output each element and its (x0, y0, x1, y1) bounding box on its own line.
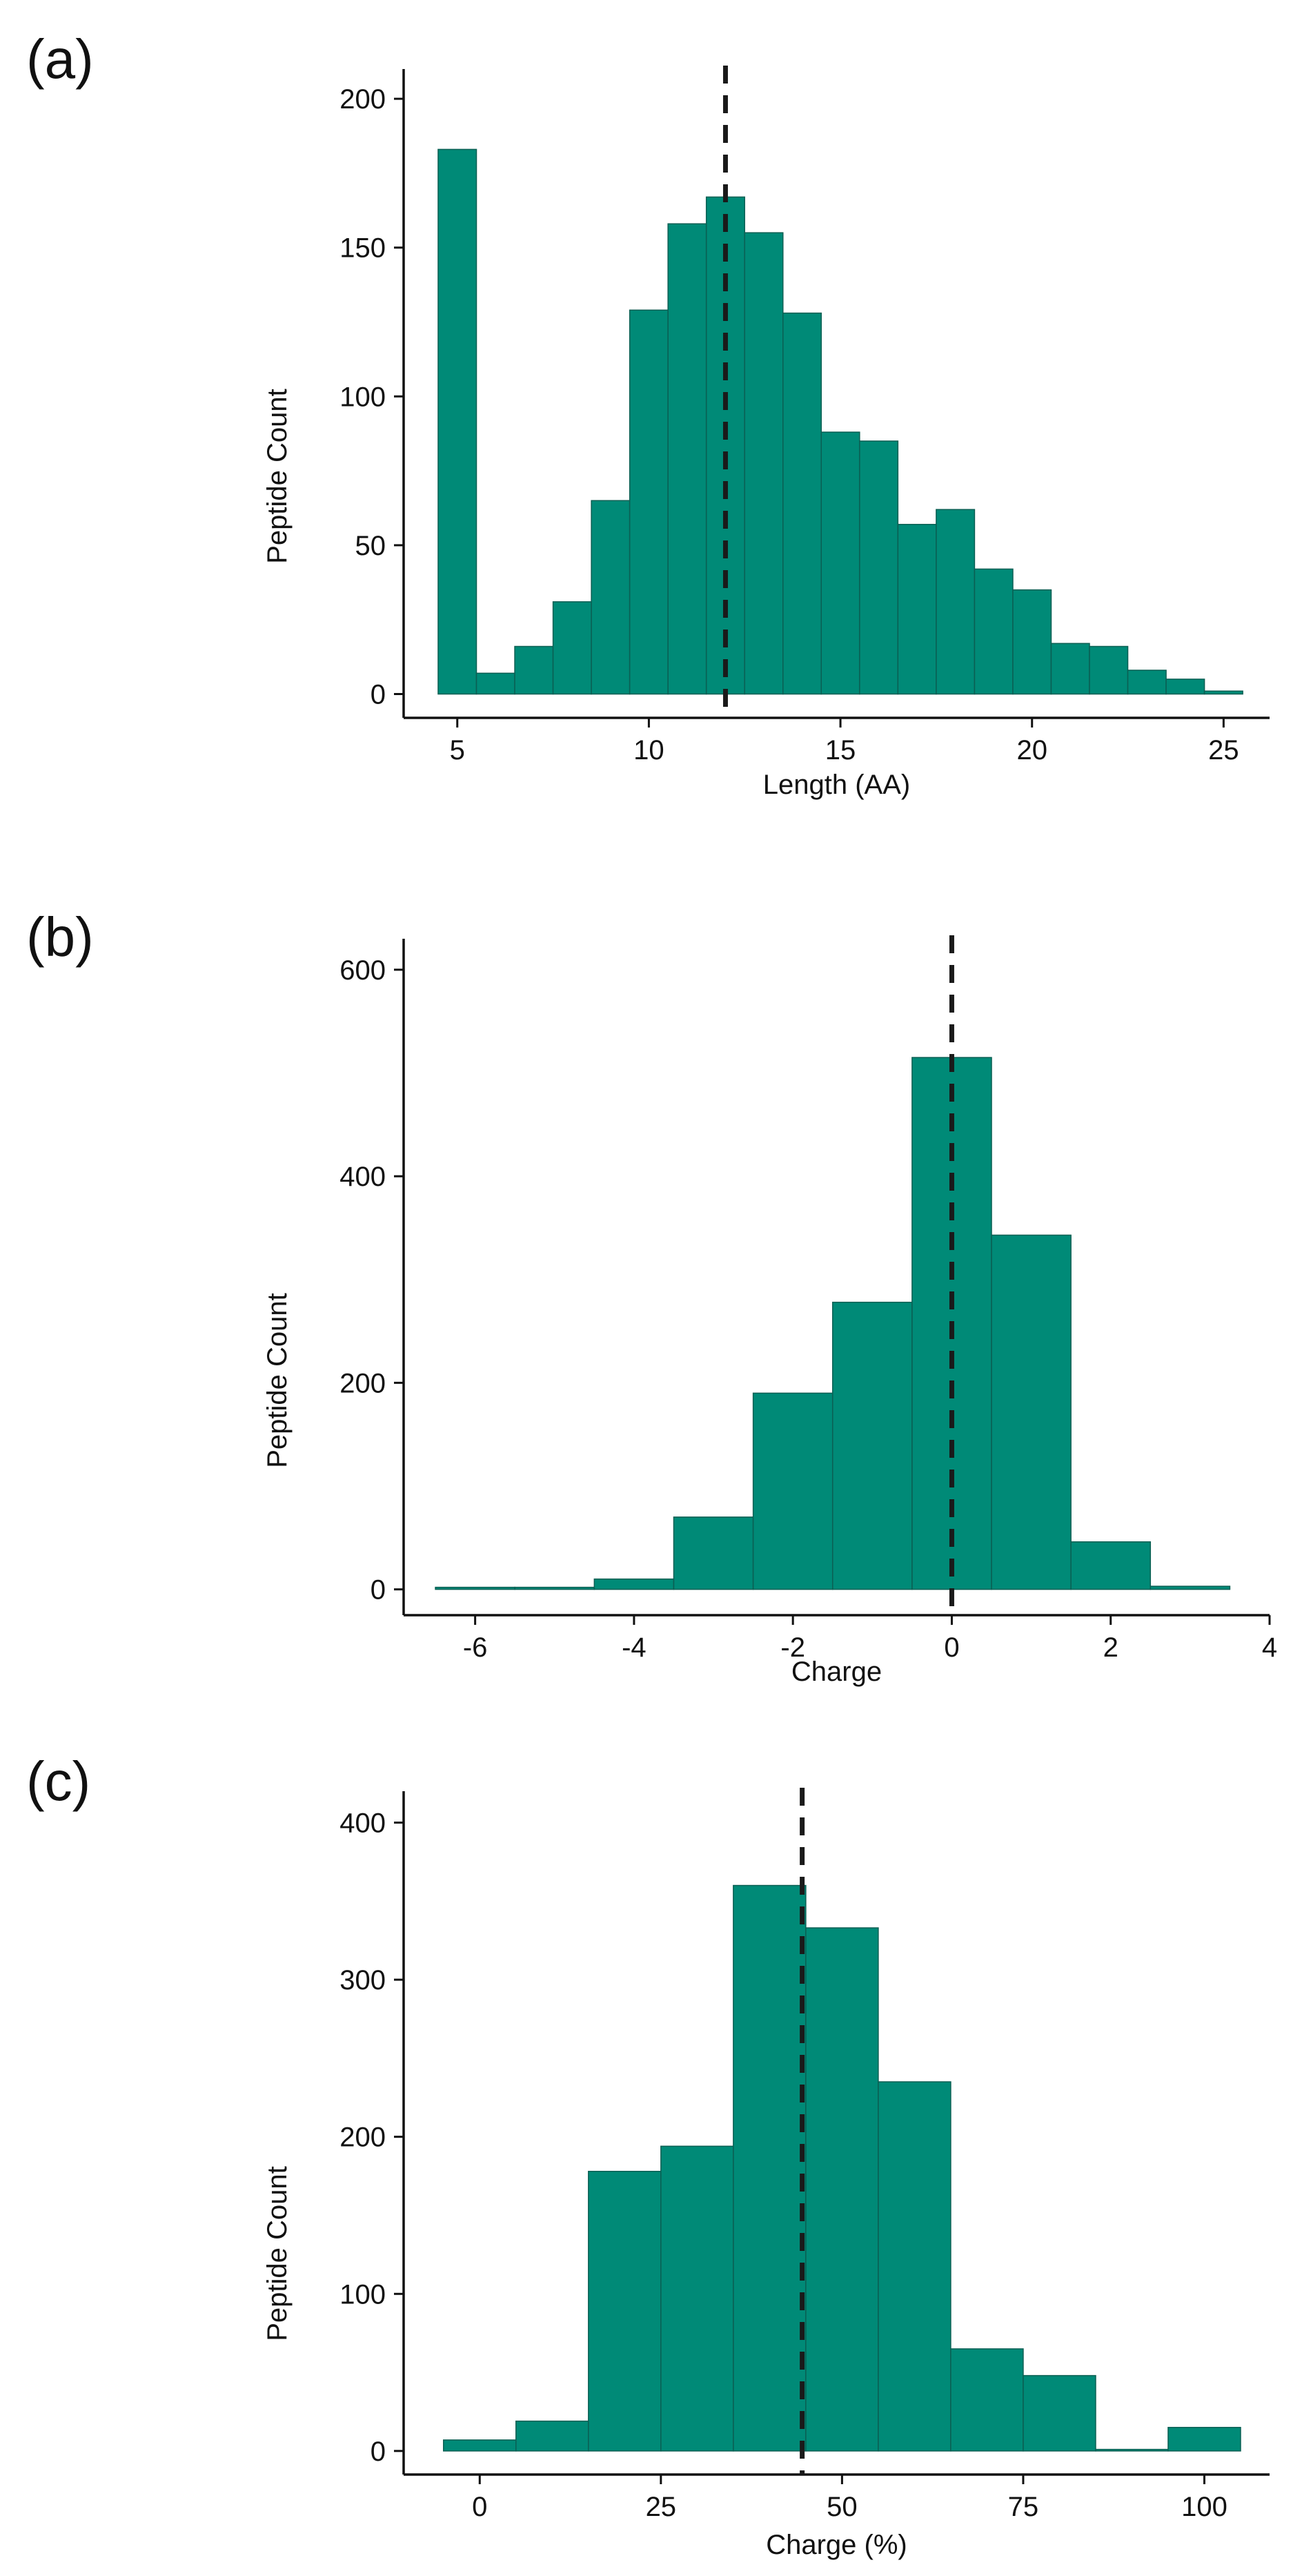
x-tick-label: 10 (633, 735, 664, 765)
histogram-bar (1089, 645, 1129, 695)
histogram-bar (744, 232, 784, 695)
y-tick-label: 100 (339, 2279, 386, 2310)
histogram-bar (1023, 2374, 1096, 2452)
x-tick-label: -2 (780, 1632, 805, 1663)
histogram-bar (588, 2171, 662, 2452)
histogram-bar (805, 1927, 879, 2452)
y-axis-title: Peptide Count (262, 2166, 293, 2341)
histogram-bar (1165, 679, 1205, 695)
histogram-bar (443, 2439, 517, 2452)
x-axis-title: Length (AA) (763, 770, 910, 800)
panel-a: (a) 0 50 100 150 200 5 10 15 20 25 Length (AA) Pept… (0, 0, 1302, 863)
panel-label-b: (b) (26, 906, 94, 968)
x-tick-label: 25 (1208, 735, 1239, 765)
histogram-bar (437, 148, 477, 695)
histogram-bar (435, 1586, 515, 1590)
y-tick-label: 400 (339, 1162, 386, 1192)
panel-b: (b) 0 200 400 600 -6 -4 -2 0 2 4 Charge Peptide Cou… (0, 863, 1302, 1712)
y-axis-title: Peptide Count (262, 389, 293, 564)
y-tick-label: 200 (339, 84, 386, 115)
x-tick-label: 25 (646, 2492, 677, 2522)
histogram-bar (878, 2081, 951, 2452)
x-tick-label: 4 (1262, 1632, 1277, 1663)
y-tick-label: 50 (355, 531, 386, 561)
histogram-bar (820, 431, 860, 695)
histogram-bar (705, 196, 745, 695)
histogram-bar (831, 1301, 913, 1590)
y-tick-label: 0 (371, 2437, 386, 2467)
histogram-bar (514, 1586, 595, 1590)
y-tick-label: 400 (339, 1808, 386, 1839)
x-tick-label: 0 (472, 2492, 487, 2522)
x-tick-label: 2 (1103, 1632, 1118, 1663)
x-axis-title: Charge (%) (766, 2530, 907, 2560)
y-tick-label: 0 (371, 1575, 386, 1606)
y-tick-label: 600 (339, 955, 386, 986)
y-axis-title: Peptide Count (262, 1293, 293, 1468)
histogram-bar (629, 309, 669, 695)
histogram-bar (936, 509, 976, 695)
histogram-bar (752, 1392, 834, 1590)
x-tick-label: -6 (463, 1632, 488, 1663)
y-tick-label: 0 (371, 680, 386, 710)
x-tick-label: 75 (1008, 2492, 1039, 2522)
histogram-bar (1150, 1585, 1231, 1590)
x-tick-label: 20 (1016, 735, 1047, 765)
panel-label-a: (a) (26, 28, 94, 90)
x-tick-label: -4 (622, 1632, 647, 1663)
histogram-bar (1012, 589, 1052, 695)
histogram-bar (514, 645, 554, 695)
x-axis-title: Charge (791, 1657, 882, 1687)
histogram-bar (733, 1884, 807, 2452)
histogram-bar (515, 2420, 589, 2452)
x-tick-label: 15 (825, 735, 856, 765)
histogram-bar (991, 1234, 1072, 1590)
histogram-bar (1095, 2448, 1169, 2452)
panel-label-c: (c) (26, 1750, 91, 1812)
y-tick-label: 100 (339, 382, 386, 412)
histogram-bar (1167, 2426, 1241, 2452)
panel-c: (c) 0 100 200 300 400 0 25 50 75 100 Charge (%) Pep… (0, 1712, 1302, 2573)
y-tick-label: 200 (339, 1368, 386, 1398)
histogram-bar (475, 672, 515, 695)
histogram-bar (593, 1578, 675, 1590)
y-tick-label: 200 (339, 2123, 386, 2153)
histogram-bar (1050, 643, 1090, 695)
histogram-charge-percent: 0 100 200 300 400 0 25 50 75 100 Charge (%) Peptide… (262, 1788, 1270, 2560)
histogram-bar (667, 223, 707, 695)
x-tick-label: 100 (1181, 2492, 1227, 2522)
histogram-bar (859, 440, 899, 695)
x-tick-label: 5 (450, 735, 465, 765)
y-tick-label: 150 (339, 233, 386, 264)
histogram-bar (552, 601, 592, 695)
histogram-bar (897, 523, 937, 695)
histogram-bar (1070, 1541, 1152, 1590)
histogram-bar (1203, 690, 1243, 695)
y-tick-label: 300 (339, 1965, 386, 1996)
x-tick-label: 50 (827, 2492, 858, 2522)
histogram-charge: 0 200 400 600 -6 -4 -2 0 2 4 Charge Peptide Count (262, 935, 1277, 1687)
histogram-bar (974, 568, 1014, 695)
histogram-bar (782, 312, 822, 695)
histogram-length: 0 50 100 150 200 5 10 15 20 25 Length (AA) Peptide … (262, 66, 1270, 800)
histogram-bar (591, 500, 631, 695)
histogram-bar (1127, 670, 1167, 695)
x-tick-label: 0 (944, 1632, 959, 1663)
histogram-bar (950, 2348, 1024, 2452)
histogram-bar (673, 1516, 754, 1590)
histogram-bar (660, 2145, 734, 2452)
